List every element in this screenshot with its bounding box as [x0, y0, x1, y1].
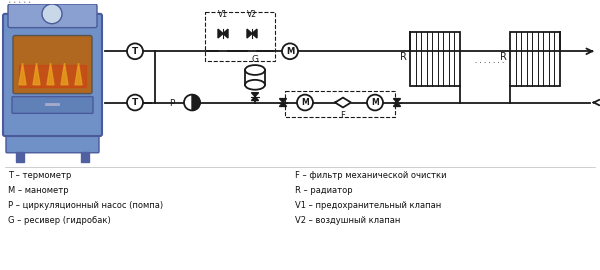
Text: M: M [371, 98, 379, 107]
Polygon shape [247, 29, 252, 38]
Text: •: • [12, 0, 16, 5]
FancyBboxPatch shape [13, 36, 92, 94]
Text: •: • [17, 0, 20, 5]
Circle shape [184, 95, 200, 110]
Polygon shape [280, 99, 287, 103]
Text: T: T [132, 98, 138, 107]
Text: F – фильтр механической очистки: F – фильтр механической очистки [295, 171, 446, 180]
Text: G – ресивер (гидробак): G – ресивер (гидробак) [8, 216, 111, 225]
Text: F: F [341, 111, 346, 120]
Text: R – радиатор: R – радиатор [295, 186, 353, 195]
Text: R: R [500, 52, 507, 62]
Text: V2: V2 [247, 10, 257, 19]
Text: P – циркуляционный насос (помпа): P – циркуляционный насос (помпа) [8, 201, 163, 210]
Polygon shape [61, 63, 68, 85]
Text: M: M [286, 47, 294, 56]
Text: •: • [22, 0, 25, 5]
Circle shape [42, 4, 62, 24]
Polygon shape [75, 63, 82, 85]
Polygon shape [394, 99, 401, 103]
Text: T – термометр: T – термометр [8, 171, 71, 180]
Bar [205, 12, 275, 61]
Polygon shape [218, 29, 223, 38]
Polygon shape [335, 97, 351, 107]
Polygon shape [19, 65, 86, 87]
Text: T: T [132, 47, 138, 56]
Circle shape [127, 95, 143, 110]
Polygon shape [16, 152, 24, 162]
Text: R: R [400, 52, 407, 62]
Polygon shape [19, 63, 26, 85]
Text: V1: V1 [218, 10, 228, 19]
FancyBboxPatch shape [6, 133, 99, 153]
Polygon shape [252, 29, 257, 38]
Text: M: M [301, 98, 309, 107]
Text: G: G [251, 55, 259, 64]
Circle shape [282, 43, 298, 59]
Polygon shape [245, 70, 265, 85]
Polygon shape [81, 152, 89, 162]
Bar [510, 32, 560, 86]
Text: V1 – предохранительный клапан: V1 – предохранительный клапан [295, 201, 441, 210]
Polygon shape [394, 103, 401, 106]
Bar [410, 32, 460, 86]
Circle shape [367, 95, 383, 110]
Circle shape [127, 43, 143, 59]
Polygon shape [223, 29, 228, 38]
Polygon shape [47, 63, 54, 85]
Polygon shape [251, 93, 259, 97]
Text: V2 – воздушный клапан: V2 – воздушный клапан [295, 216, 400, 225]
Polygon shape [251, 97, 259, 100]
Polygon shape [33, 63, 40, 85]
Polygon shape [280, 103, 287, 106]
Text: P: P [169, 99, 175, 108]
Circle shape [297, 95, 313, 110]
Ellipse shape [245, 80, 265, 90]
FancyBboxPatch shape [3, 14, 102, 136]
FancyBboxPatch shape [12, 97, 93, 113]
Polygon shape [192, 95, 200, 110]
Text: M – манометр: M – манометр [8, 186, 68, 195]
Text: •: • [7, 0, 10, 5]
Text: •: • [27, 0, 31, 5]
FancyBboxPatch shape [8, 4, 97, 28]
Text: . . . . . . .: . . . . . . . [475, 58, 504, 64]
Ellipse shape [245, 65, 265, 75]
Bar [285, 91, 395, 117]
